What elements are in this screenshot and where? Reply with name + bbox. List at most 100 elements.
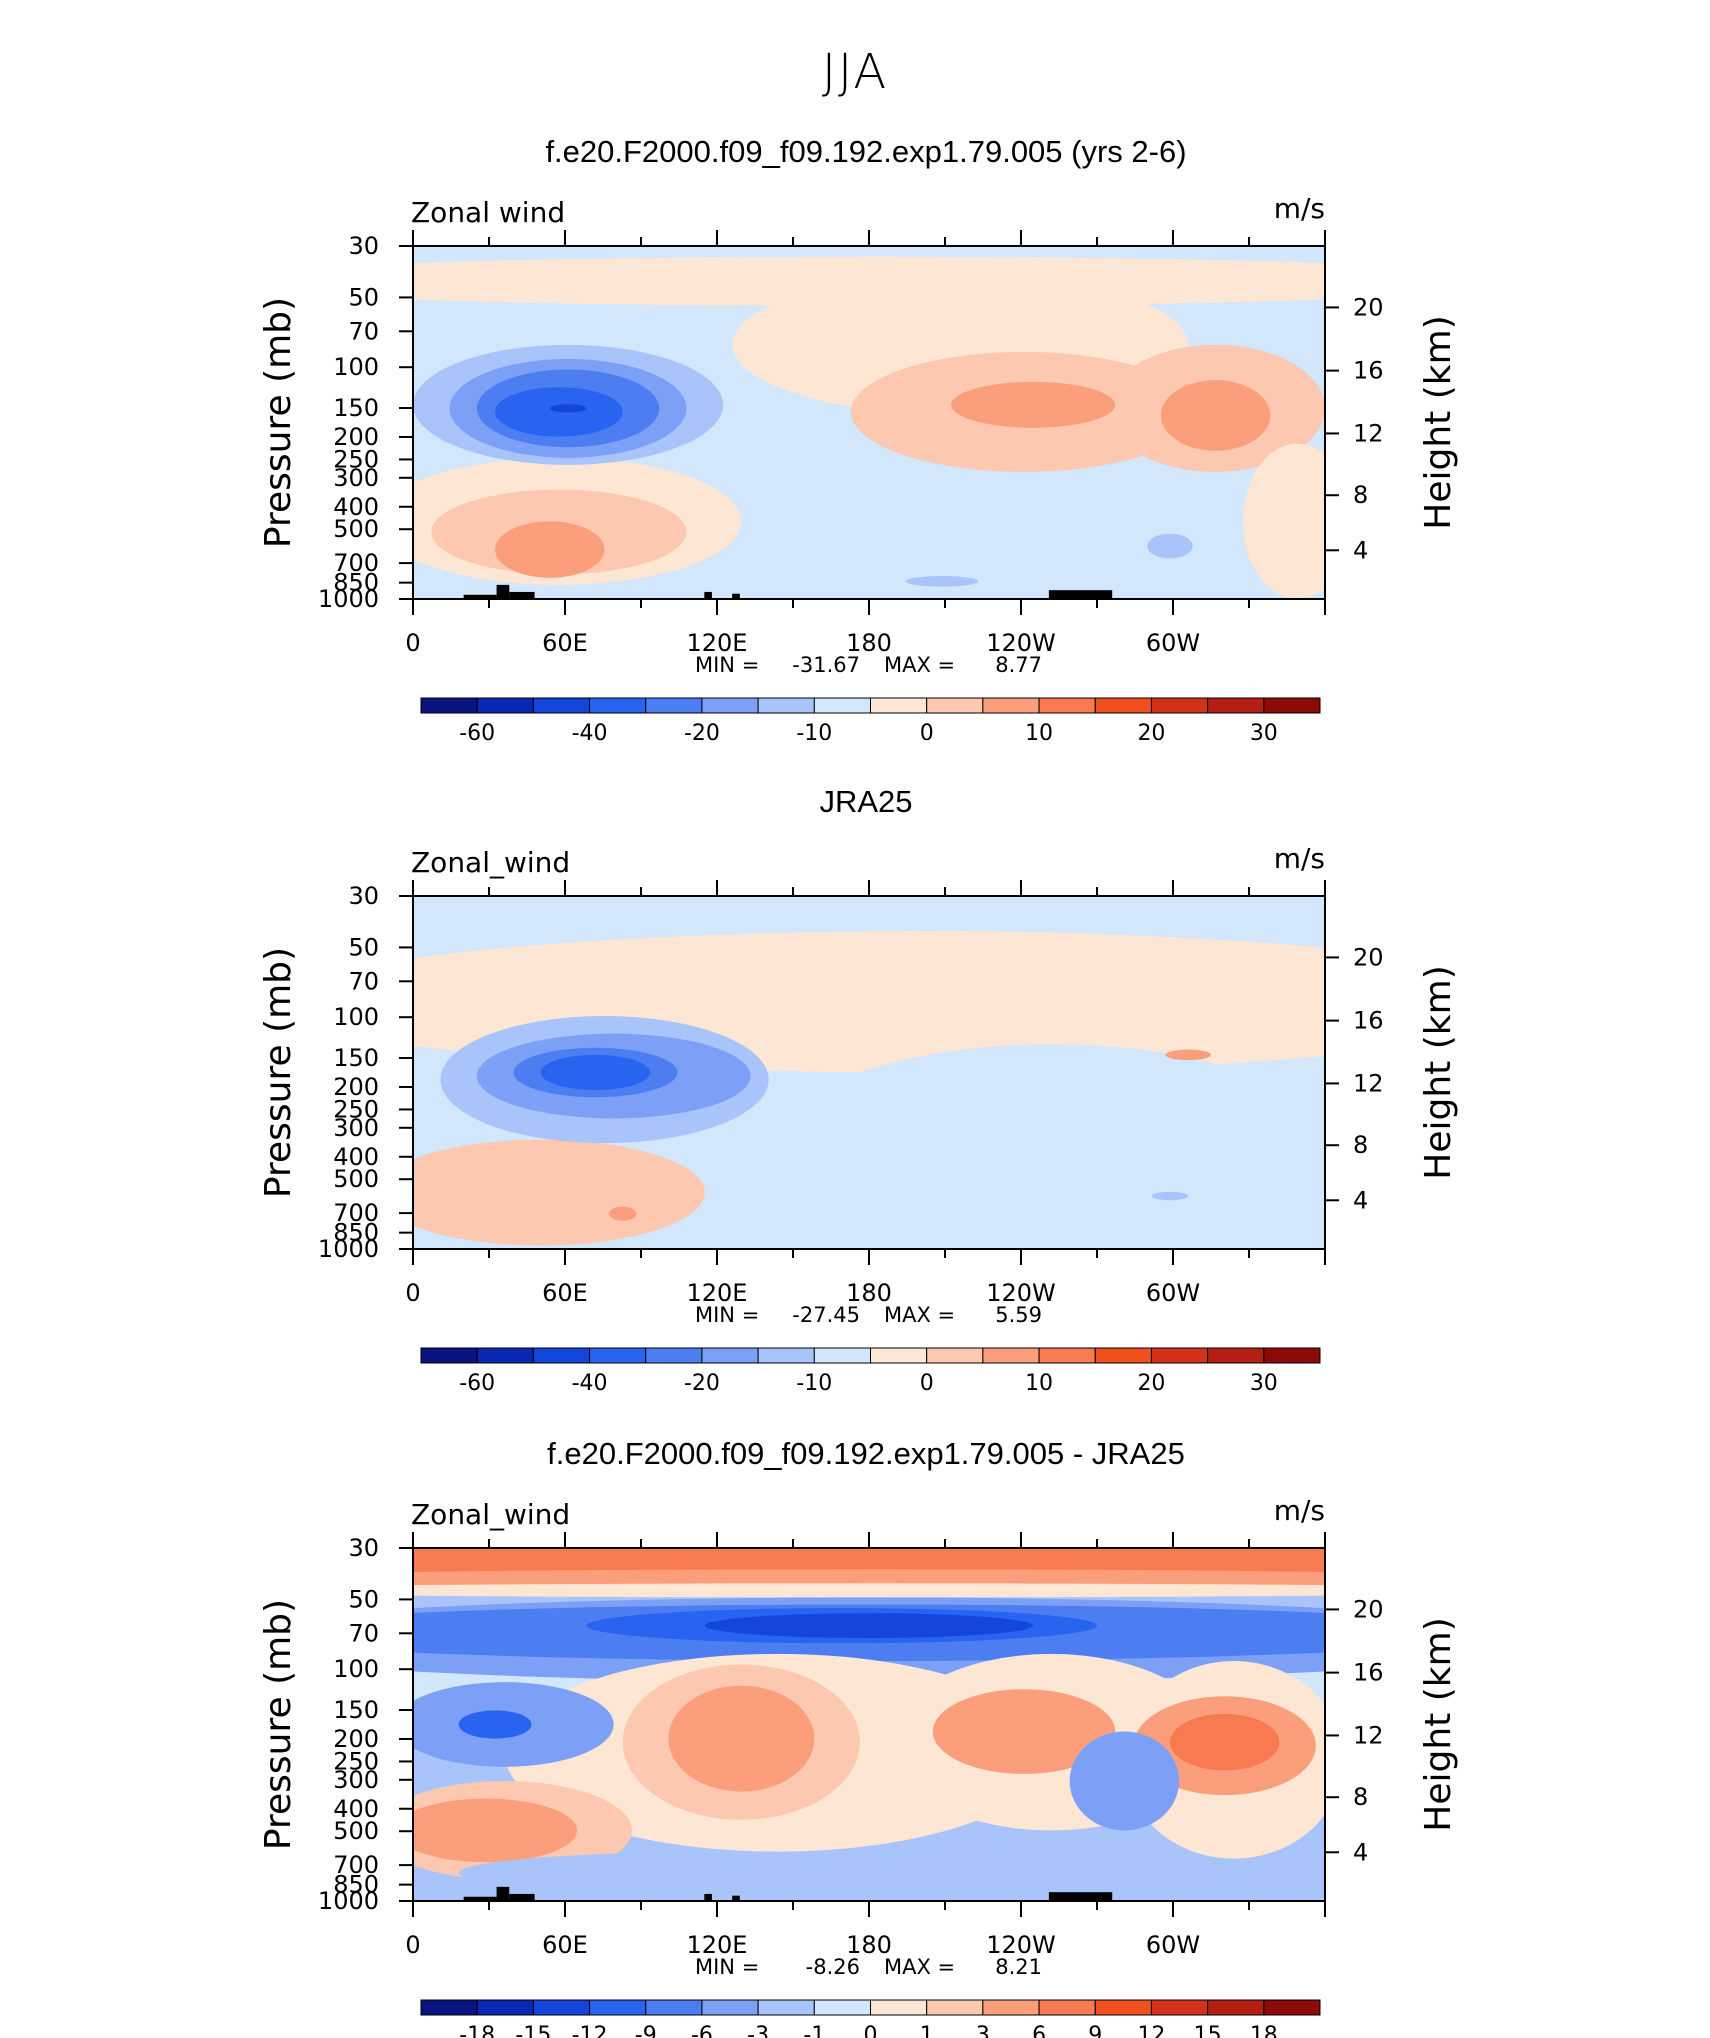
contour-region bbox=[704, 1613, 1034, 1639]
colorbar-swatch bbox=[1263, 697, 1321, 714]
max-label: MAX = bbox=[884, 1955, 955, 1979]
colorbar-swatch bbox=[1150, 1999, 1209, 2016]
y-tick-label: 850 bbox=[333, 1219, 379, 1247]
y-tick-label: 50 bbox=[348, 933, 379, 961]
colorbar-label: 0 bbox=[864, 2023, 878, 2038]
variable-label: Zonal_wind bbox=[411, 1498, 570, 1531]
colorbar-swatch bbox=[1038, 697, 1096, 714]
topography-mark bbox=[704, 1893, 712, 1901]
topography-mark bbox=[509, 1893, 535, 1901]
colorbar-swatch bbox=[926, 697, 984, 714]
colorbar-swatch bbox=[420, 697, 478, 714]
y-tick-label: 150 bbox=[333, 1044, 379, 1072]
colorbar-swatch bbox=[813, 1347, 871, 1364]
y-tick-label: 300 bbox=[333, 1766, 379, 1794]
x-tick-label: 0 bbox=[405, 1279, 420, 1307]
panel-title: JRA25 bbox=[819, 784, 912, 819]
y-tick-label: 30 bbox=[348, 882, 379, 910]
y-tick-label: 50 bbox=[348, 283, 379, 311]
colorbar: -60 -40 -20 -10 0 10 20 30 bbox=[420, 1347, 1321, 1396]
x-tick-label: 60W bbox=[1146, 1931, 1200, 1959]
contour-region bbox=[1069, 1731, 1180, 1831]
y-tick-label: 30 bbox=[348, 1534, 379, 1562]
y-tick-label: 70 bbox=[348, 1619, 379, 1647]
colorbar-swatch bbox=[701, 1347, 759, 1364]
contour-region bbox=[1160, 380, 1271, 451]
contour-region bbox=[458, 1851, 1006, 1894]
colorbar-label: 1 bbox=[920, 2023, 934, 2038]
colorbar-label: 6 bbox=[1032, 2023, 1046, 2038]
y-tick-label: 1000 bbox=[318, 1235, 379, 1263]
y-tick-label: 30 bbox=[348, 232, 379, 260]
topography-mark bbox=[1048, 590, 1113, 599]
colorbar-label: -10 bbox=[796, 1371, 832, 1396]
contour-region bbox=[413, 1139, 705, 1246]
colorbar-label: 10 bbox=[1025, 721, 1053, 746]
colorbar-swatch bbox=[645, 1999, 703, 2016]
colorbar-label: -10 bbox=[796, 721, 832, 746]
min-label: MIN = bbox=[695, 1303, 759, 1327]
colorbar-swatch bbox=[757, 1999, 815, 2016]
min-value: -8.26 bbox=[806, 1955, 860, 1979]
contour-region bbox=[413, 896, 1325, 939]
colorbar-swatch bbox=[589, 1347, 647, 1364]
y-tick-label: 250 bbox=[333, 1095, 379, 1123]
colorbar-label: -20 bbox=[684, 1371, 720, 1396]
colorbar-label: -12 bbox=[572, 2023, 608, 2038]
topography-mark bbox=[732, 593, 740, 599]
colorbar-swatch bbox=[870, 1347, 928, 1364]
height-tick-label: 8 bbox=[1353, 1783, 1368, 1811]
contour-region bbox=[1165, 1049, 1211, 1061]
contour-fills bbox=[413, 896, 1325, 1246]
colorbar-swatch bbox=[870, 1999, 928, 2016]
y-tick-label: 300 bbox=[333, 464, 379, 492]
contour-region bbox=[549, 404, 587, 413]
colorbar-label: -20 bbox=[684, 721, 720, 746]
max-label: MAX = bbox=[884, 1303, 955, 1327]
y-tick-label: 200 bbox=[333, 423, 379, 451]
topography-mark bbox=[463, 1896, 497, 1901]
height-tick-label: 20 bbox=[1353, 1595, 1384, 1623]
y-tick-label: 70 bbox=[348, 967, 379, 995]
height-tick-label: 8 bbox=[1353, 481, 1368, 509]
colorbar-label: -60 bbox=[459, 1371, 495, 1396]
y-tick-label: 100 bbox=[333, 1655, 379, 1683]
height-tick-label: 4 bbox=[1353, 1838, 1368, 1866]
main-title: JJA bbox=[821, 44, 889, 100]
y-tick-label: 500 bbox=[333, 1165, 379, 1193]
y-tick-label: 400 bbox=[333, 1143, 379, 1171]
max-value: 8.21 bbox=[995, 1955, 1042, 1979]
colorbar-swatch bbox=[870, 697, 928, 714]
chart-panel-3: f.e20.F2000.f09_f09.192.exp1.79.005 - JR… bbox=[258, 1436, 1459, 2038]
y-tick-label: 400 bbox=[333, 1795, 379, 1823]
y-axis-title-right: Height (km) bbox=[1418, 1617, 1459, 1831]
x-tick-label: 60E bbox=[542, 629, 588, 657]
topography-mark bbox=[704, 591, 712, 599]
x-tick-label: 0 bbox=[405, 1931, 420, 1959]
y-tick-label: 150 bbox=[333, 394, 379, 422]
colorbar-swatch bbox=[589, 1999, 647, 2016]
y-tick-label: 50 bbox=[348, 1585, 379, 1613]
max-label: MAX = bbox=[884, 653, 955, 677]
contour-region bbox=[932, 1689, 1116, 1774]
colorbar-label: 10 bbox=[1025, 1371, 1053, 1396]
min-label: MIN = bbox=[695, 1955, 759, 1979]
colorbar-label: -18 bbox=[459, 2023, 495, 2038]
contour-region bbox=[1147, 533, 1193, 559]
colorbar-swatch bbox=[1094, 1347, 1152, 1364]
colorbar-swatch bbox=[813, 1999, 871, 2016]
colorbar-swatch bbox=[476, 697, 534, 714]
y-axis-title: Pressure (mb) bbox=[258, 297, 299, 548]
colorbar-swatch bbox=[645, 697, 703, 714]
colorbar-swatch bbox=[645, 1347, 703, 1364]
colorbar-swatch bbox=[1263, 1347, 1321, 1364]
colorbar-swatch bbox=[1038, 1347, 1096, 1364]
y-tick-label: 200 bbox=[333, 1725, 379, 1753]
colorbar-swatch bbox=[1207, 697, 1265, 714]
colorbar-swatch bbox=[532, 1347, 591, 1364]
colorbar-label: -40 bbox=[572, 1371, 608, 1396]
height-tick-label: 20 bbox=[1353, 943, 1384, 971]
colorbar-swatch bbox=[1207, 1347, 1265, 1364]
colorbar-label: 0 bbox=[920, 721, 934, 746]
